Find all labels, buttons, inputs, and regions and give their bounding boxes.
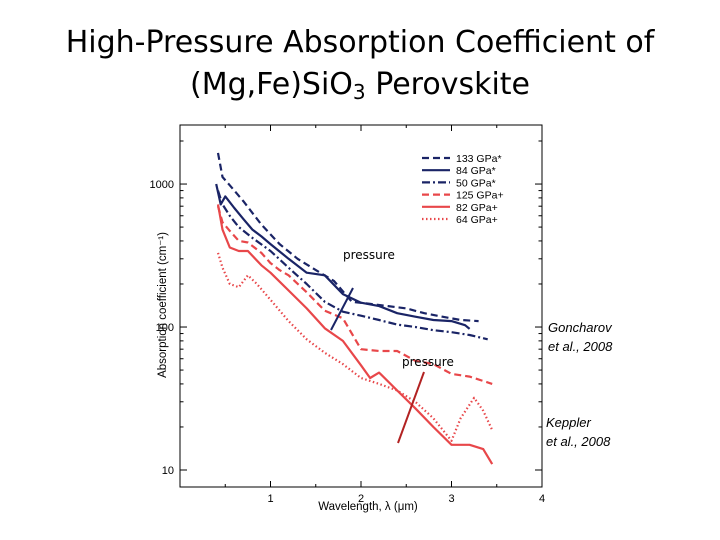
legend-label-1: 84 GPa*: [456, 165, 496, 177]
x-tick-label: 3: [448, 493, 454, 505]
legend-label-2: 50 GPa*: [456, 177, 496, 189]
legend: 133 GPa*84 GPa*50 GPa*125 GPa+82 GPa+64 …: [422, 153, 504, 226]
x-tick-label: 4: [539, 493, 545, 505]
keppler-annotation: Keppler et al., 2008: [546, 413, 610, 451]
series-line-0: [216, 152, 479, 323]
title-line-1: High-Pressure Absorption Coefficient of: [65, 25, 655, 60]
pressure-arrow-upper: [330, 287, 354, 331]
tick-labels: 1 2 3 4 10 100 1000: [150, 179, 546, 505]
legend-label-4: 82 GPa+: [456, 202, 498, 214]
title-suffix: Perovskite: [365, 67, 531, 102]
y-tick-label: 10: [162, 465, 174, 477]
legend-label-5: 64 GPa+: [456, 214, 498, 226]
pressure-label-lower: pressure: [402, 355, 454, 369]
x-tick-label: 2: [358, 493, 364, 505]
y-axis-label: Absorption coefficient (cm⁻¹): [157, 232, 169, 378]
y-tick-label: 100: [156, 322, 174, 334]
keppler-name: Keppler: [546, 415, 591, 430]
legend-label-3: 125 GPa+: [456, 190, 504, 202]
x-axis-label: Wavelength, λ (μm): [318, 501, 418, 513]
title-line-2: (Mg,Fe)SiO3 Perovskite: [0, 64, 720, 113]
goncharov-year: et al., 2008: [548, 339, 613, 354]
series-line-1: [215, 183, 471, 330]
pressure-arrow-lower: [397, 371, 425, 444]
pressure-label-upper: pressure: [343, 248, 395, 262]
slide-title: High-Pressure Absorption Coefficient of …: [0, 22, 720, 113]
series-line-5: [216, 252, 494, 442]
x-tick-label: 1: [267, 493, 273, 505]
series-line-2: [216, 190, 488, 341]
legend-label-0: 133 GPa*: [456, 153, 502, 165]
title-subscript: 3: [352, 80, 366, 104]
y-tick-label: 1000: [150, 179, 174, 191]
keppler-year: et al., 2008: [546, 434, 611, 449]
goncharov-annotation: Goncharov et al., 2008: [548, 318, 612, 356]
goncharov-name: Goncharov: [548, 320, 612, 335]
series-line-3: [216, 205, 493, 385]
series-line-4: [216, 204, 494, 465]
series-layer: [215, 152, 494, 465]
axis-ticks: [180, 125, 542, 487]
title-formula: (Mg,Fe)SiO: [189, 67, 353, 102]
